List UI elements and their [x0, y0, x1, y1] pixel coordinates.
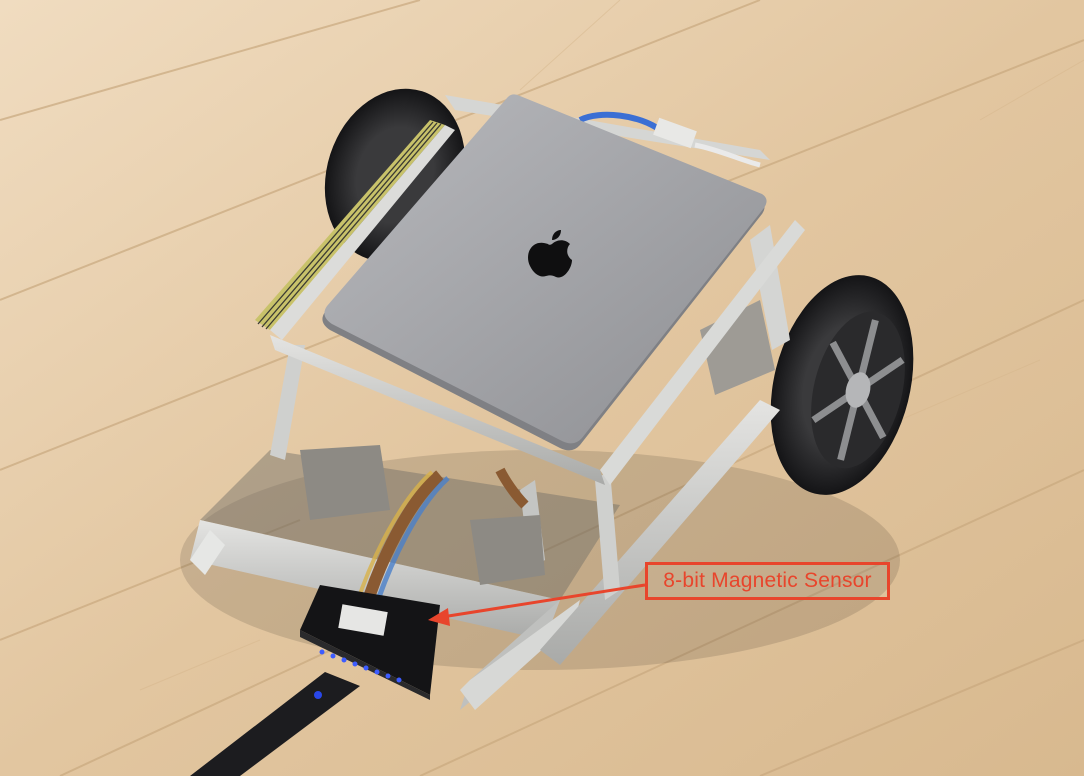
magnetic-sensor-board	[300, 585, 440, 700]
apple-logo-icon	[528, 230, 572, 278]
sensor-annotation-label: 8-bit Magnetic Sensor	[663, 569, 872, 592]
annotation-arrow	[428, 583, 646, 626]
usb-cable	[578, 111, 662, 133]
ribbon-cable	[354, 467, 529, 613]
front-right-wheel	[770, 275, 914, 495]
annotation-callout: 8-bit Magnetic Sensor	[645, 562, 890, 600]
